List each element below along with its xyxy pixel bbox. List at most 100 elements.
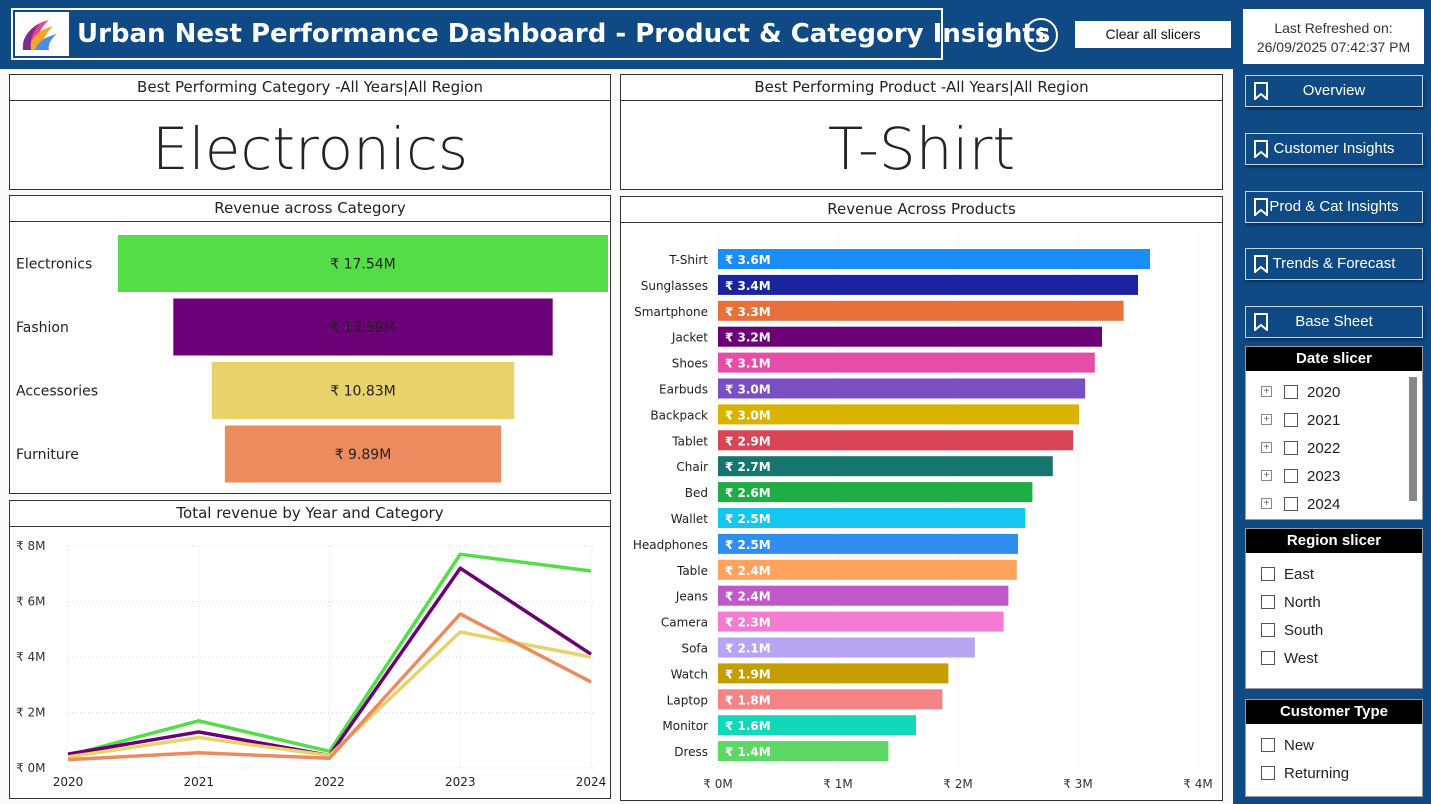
data-label: ₹ 13.58M bbox=[330, 320, 396, 336]
x-tick-label: 2022 bbox=[314, 775, 345, 789]
product-bar bbox=[718, 611, 1004, 632]
date-slicer-item-2023[interactable]: + 2023 bbox=[1246, 466, 1406, 486]
product-label: Smartphone bbox=[634, 305, 708, 319]
data-label: ₹ 3.1M bbox=[725, 357, 771, 371]
revenue-by-category-card: Revenue across Category Electronics ₹ 17.… bbox=[9, 195, 611, 494]
data-label: ₹ 1.9M bbox=[725, 667, 771, 681]
category-label: Furniture bbox=[16, 447, 79, 463]
data-label: ₹ 9.89M bbox=[335, 447, 392, 463]
product-label: Laptop bbox=[667, 693, 708, 707]
revenue-by-product-card: Revenue Across Products ₹ 0M ₹ 1M ₹ 2M ₹ 3M… bbox=[620, 196, 1223, 801]
bookmark-icon bbox=[1254, 140, 1268, 158]
category-label: Accessories bbox=[16, 384, 98, 400]
nav-prod-cat-insights-button[interactable]: Prod & Cat Insights bbox=[1245, 191, 1423, 223]
data-label: ₹ 2.4M bbox=[725, 564, 771, 578]
funnel-bar bbox=[173, 298, 553, 356]
funnel-bar bbox=[211, 362, 515, 419]
product-bar bbox=[718, 482, 1033, 503]
product-bar bbox=[718, 533, 1018, 554]
checkbox[interactable] bbox=[1261, 595, 1275, 609]
date-slicer-item-2022[interactable]: + 2022 bbox=[1246, 438, 1406, 458]
product-label: T-Shirt bbox=[668, 253, 708, 267]
x-tick-label: 2021 bbox=[183, 775, 214, 789]
product-label: Dress bbox=[674, 745, 708, 759]
revenue-by-year-card: Total revenue by Year and Category ₹ 0M ₹… bbox=[9, 500, 611, 799]
checkbox[interactable] bbox=[1284, 385, 1298, 399]
bookmark-icon bbox=[1254, 82, 1268, 100]
page-title: Urban Nest Performance Dashboard - Produ… bbox=[77, 19, 1051, 49]
product-bar bbox=[718, 585, 1009, 606]
product-label: Jacket bbox=[671, 331, 708, 345]
checkbox[interactable] bbox=[1261, 623, 1275, 637]
data-label: ₹ 3.0M bbox=[725, 383, 771, 397]
data-label: ₹ 2.9M bbox=[725, 434, 771, 448]
checkbox[interactable] bbox=[1284, 441, 1298, 455]
date-slicer-scrollbar[interactable] bbox=[1409, 377, 1417, 501]
slicer-item-label: West bbox=[1284, 650, 1318, 667]
product-bar bbox=[718, 741, 889, 762]
nav-customer-insights-button[interactable]: Customer Insights bbox=[1245, 133, 1423, 165]
region-slicer-item-east[interactable]: East bbox=[1246, 564, 1416, 584]
product-bar bbox=[718, 456, 1053, 477]
nav-label: Trends & Forecast bbox=[1272, 255, 1396, 272]
slicer-item-label: North bbox=[1284, 594, 1321, 611]
info-icon[interactable]: i bbox=[1024, 18, 1058, 52]
line-chart: ₹ 0M ₹ 2M ₹ 4M ₹ 6M ₹ 8M 2020 2021 2022 2023 2024 bbox=[16, 539, 606, 789]
checkbox[interactable] bbox=[1261, 738, 1275, 752]
expand-icon[interactable]: + bbox=[1261, 470, 1272, 481]
region-slicer-item-west[interactable]: West bbox=[1246, 648, 1416, 668]
checkbox[interactable] bbox=[1284, 469, 1298, 483]
nav-base-sheet-button[interactable]: Base Sheet bbox=[1245, 306, 1423, 338]
data-label: ₹ 1.8M bbox=[725, 693, 771, 707]
date-slicer-item-2020[interactable]: + 2020 bbox=[1246, 382, 1406, 402]
expand-icon[interactable]: + bbox=[1261, 386, 1272, 397]
expand-icon[interactable]: + bbox=[1261, 414, 1272, 425]
nav-label: Prod & Cat Insights bbox=[1269, 198, 1399, 215]
product-bar bbox=[718, 352, 1095, 373]
series-line-furniture bbox=[67, 612, 592, 762]
date-slicer-item-2024[interactable]: + 2024 bbox=[1246, 494, 1406, 514]
last-refreshed: Last Refreshed on: 26/09/2025 07:42:37 P… bbox=[1243, 9, 1424, 64]
product-bar bbox=[718, 663, 949, 684]
data-label: ₹ 2.3M bbox=[725, 616, 771, 630]
product-bar bbox=[718, 715, 916, 736]
clear-slicers-button[interactable]: Clear all slicers bbox=[1075, 21, 1231, 48]
checkbox[interactable] bbox=[1261, 651, 1275, 665]
product-label: Camera bbox=[661, 616, 708, 630]
checkbox[interactable] bbox=[1261, 567, 1275, 581]
x-tick-label: ₹ 1M bbox=[823, 777, 852, 791]
customer-type-item-new[interactable]: New bbox=[1246, 735, 1416, 755]
slicer-item-label: New bbox=[1284, 737, 1315, 754]
best-category-value: Electronics bbox=[151, 115, 469, 183]
customer-type-item-returning[interactable]: Returning bbox=[1246, 763, 1416, 783]
category-label: Electronics bbox=[16, 257, 92, 273]
product-label: Shoes bbox=[672, 357, 708, 371]
product-label: Table bbox=[676, 564, 708, 578]
expand-icon[interactable]: + bbox=[1261, 442, 1272, 453]
product-label: Sunglasses bbox=[641, 279, 708, 293]
region-slicer-item-north[interactable]: North bbox=[1246, 592, 1416, 612]
product-label: Headphones bbox=[633, 538, 708, 552]
data-label: ₹ 2.1M bbox=[725, 642, 771, 656]
product-bar bbox=[718, 249, 1150, 269]
x-tick-label: 2023 bbox=[445, 775, 476, 789]
checkbox[interactable] bbox=[1284, 497, 1298, 511]
nav-label: Overview bbox=[1302, 82, 1366, 99]
checkbox[interactable] bbox=[1261, 766, 1275, 780]
product-label: Sofa bbox=[681, 642, 708, 656]
category-label: Fashion bbox=[16, 320, 69, 336]
data-label: ₹ 2.6M bbox=[725, 486, 771, 500]
logo bbox=[15, 12, 69, 56]
region-slicer: Region slicer East North South West bbox=[1245, 528, 1423, 689]
nav-overview-button[interactable]: Overview bbox=[1245, 75, 1423, 107]
best-category-card: Best Performing Category -All Years|All … bbox=[9, 74, 611, 190]
date-slicer-item-2021[interactable]: + 2021 bbox=[1246, 410, 1406, 430]
best-product-card: Best Performing Product -All Years|All R… bbox=[620, 74, 1223, 190]
region-slicer-item-south[interactable]: South bbox=[1246, 620, 1416, 640]
nav-trends-forecast-button[interactable]: Trends & Forecast bbox=[1245, 248, 1423, 280]
best-product-title: Best Performing Product -All Years|All R… bbox=[621, 75, 1222, 101]
checkbox[interactable] bbox=[1284, 413, 1298, 427]
expand-icon[interactable]: + bbox=[1261, 498, 1272, 509]
product-label: Jeans bbox=[675, 590, 708, 604]
slicer-item-label: Returning bbox=[1284, 765, 1350, 782]
